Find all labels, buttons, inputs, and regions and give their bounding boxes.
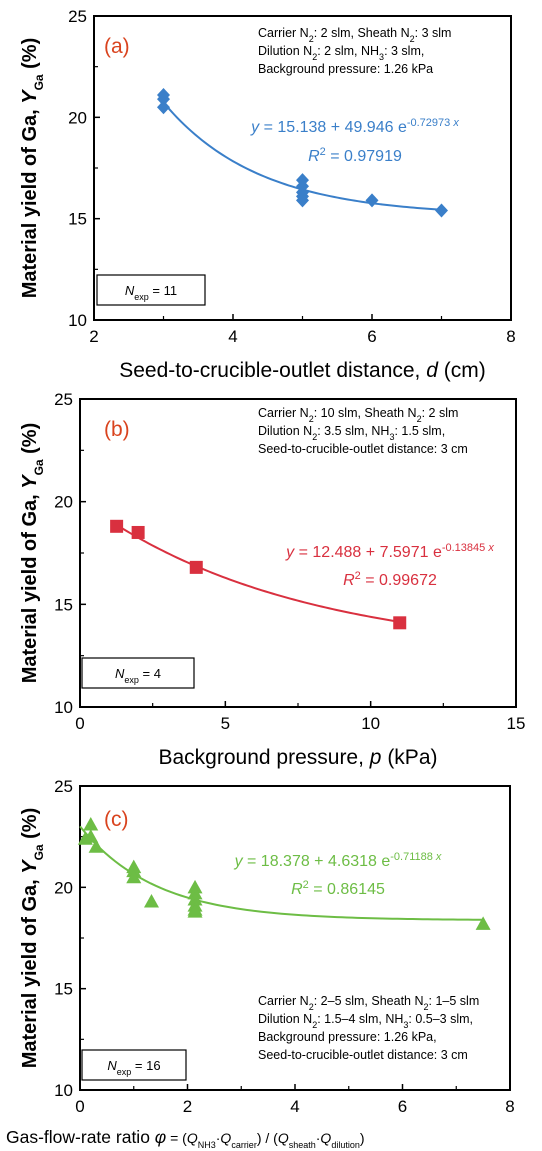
- conditions-line: Dilution N2: 2 slm, NH3: 3 slm,: [258, 44, 424, 62]
- y-tick-label: 25: [54, 777, 73, 796]
- fit-equation: y = 15.138 + 49.946 e-0.72973 x: [250, 117, 459, 136]
- fit-curve: [116, 524, 400, 623]
- y-tick-label: 15: [68, 210, 87, 229]
- y-tick-label: 20: [54, 878, 73, 897]
- conditions-line: Background pressure: 1.26 kPa,: [258, 1030, 437, 1044]
- panel-label: (a): [104, 35, 130, 58]
- y-axis-label: Material yield of Ga, YGa (%): [19, 423, 46, 684]
- y-axis-label: Material yield of Ga, YGa (%): [19, 808, 46, 1069]
- data-point: [110, 519, 124, 533]
- x-tick-label: 4: [290, 1097, 299, 1116]
- conditions-line: Background pressure: 1.26 kPa: [258, 62, 433, 76]
- plot-frame: [79, 785, 511, 1091]
- y-tick-label: 20: [68, 108, 87, 127]
- data-point: [157, 100, 170, 115]
- x-tick-label: 2: [89, 327, 98, 346]
- data-point: [83, 829, 99, 843]
- conditions-line: Seed-to-crucible-outlet distance: 3 cm: [258, 1048, 468, 1062]
- nexp-box: [81, 657, 195, 689]
- data-point: [475, 916, 491, 930]
- data-point: [393, 616, 407, 630]
- nexp-box: [81, 1049, 187, 1081]
- conditions-line: Carrier N2: 2–5 slm, Sheath N2: 1–5 slm: [258, 994, 479, 1012]
- data-point: [365, 193, 379, 208]
- data-point: [189, 560, 203, 574]
- data-point: [187, 904, 203, 918]
- nexp-label: Nexp = 4: [115, 666, 161, 685]
- panel-label: (c): [104, 808, 129, 831]
- y-tick-label: 25: [54, 390, 73, 409]
- r-squared: R2 = 0.86145: [291, 879, 385, 898]
- x-tick-label: 2: [183, 1097, 192, 1116]
- y-tick-label: 15: [54, 595, 73, 614]
- x-tick-label: 8: [506, 327, 515, 346]
- y-tick-label: 10: [54, 1081, 73, 1100]
- conditions-line: Carrier N2: 2 slm, Sheath N2: 3 slm: [258, 26, 451, 44]
- x-tick-label: 0: [75, 1097, 84, 1116]
- panel-a: 2 4 6 8 10 15 20 25 (a) Carrier N2: 2 slm, Sheath…: [19, 7, 516, 382]
- x-tick-label: 6: [398, 1097, 407, 1116]
- y-tick-label: 10: [54, 698, 73, 717]
- data-point: [83, 817, 99, 831]
- nexp-label: Nexp = 11: [125, 283, 177, 302]
- y-tick-label: 15: [54, 980, 73, 999]
- x-tick-label: 10: [361, 714, 380, 733]
- x-axis-label: Seed-to-crucible-outlet distance, d (cm): [119, 359, 486, 382]
- x-axis-label: Gas-flow-rate ratio φ = (QNH3·Qcarrier) …: [6, 1127, 365, 1150]
- x-tick-label: 4: [228, 327, 237, 346]
- x-axis-label: Background pressure, p (kPa): [159, 746, 438, 769]
- fit-equation: y = 12.488 + 7.5971 e-0.13845 x: [285, 542, 494, 561]
- data-point: [296, 193, 309, 208]
- data-point: [131, 525, 145, 539]
- data-point: [435, 203, 448, 218]
- y-axis-label: Material yield of Ga, YGa (%): [19, 38, 46, 299]
- data-point: [88, 839, 104, 853]
- conditions-line: Carrier N2: 10 slm, Sheath N2: 2 slm: [258, 406, 458, 424]
- y-tick-label: 20: [54, 493, 73, 512]
- conditions-line: Dilution N2: 3.5 slm, NH3: 1.5 slm,: [258, 424, 445, 442]
- panel-c: 0 2 4 6 8 10 15 20 25 (c) Carrier N2: 2–5 slm, She…: [6, 777, 515, 1150]
- data-point: [143, 894, 159, 908]
- x-tick-label: 0: [75, 714, 84, 733]
- panel-b: 0 5 10 15 10 15 20 25 (b) Carrier N2: 10 slm, She…: [19, 390, 525, 769]
- data-point: [157, 92, 170, 107]
- x-tick-label: 15: [507, 714, 526, 733]
- y-tick-label: 10: [68, 311, 87, 330]
- fit-curve: [79, 825, 484, 921]
- x-tick-label: 6: [367, 327, 376, 346]
- panel-label: (b): [104, 418, 130, 441]
- x-tick-label: 5: [221, 714, 230, 733]
- nexp-label: Nexp = 16: [107, 1058, 160, 1077]
- nexp-box: [96, 274, 206, 306]
- fit-equation: y = 18.378 + 4.6318 e-0.71188 x: [234, 851, 442, 870]
- r-squared: R2 = 0.99672: [343, 570, 437, 589]
- conditions-line: Dilution N2: 1.5–4 slm, NH3: 0.5–3 slm,: [258, 1012, 473, 1030]
- y-tick-label: 25: [68, 7, 87, 26]
- x-tick-label: 8: [505, 1097, 514, 1116]
- data-point: [126, 869, 142, 884]
- conditions-line: Seed-to-crucible-outlet distance: 3 cm: [258, 442, 468, 456]
- r-squared: R2 = 0.97919: [308, 146, 402, 165]
